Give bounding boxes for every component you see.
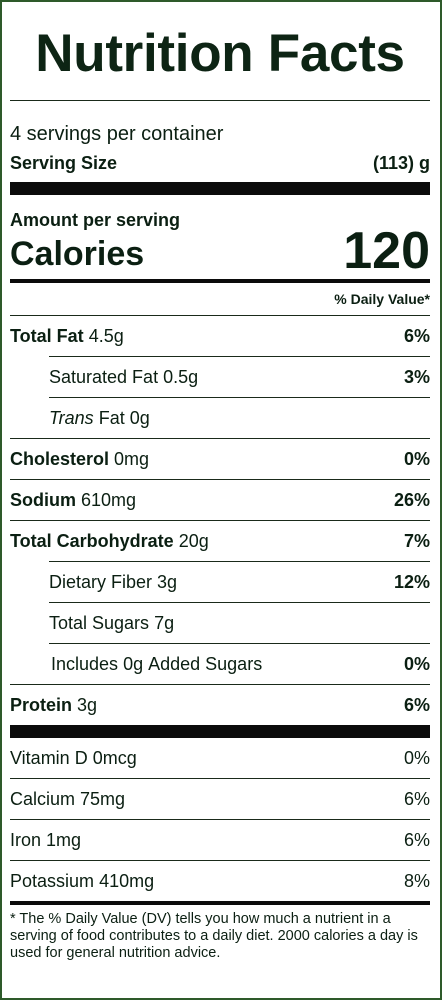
divider	[10, 860, 430, 861]
divider	[10, 520, 430, 521]
divider-thick	[10, 725, 430, 738]
vitamin-amount: 75mg	[80, 788, 126, 809]
divider-medium	[10, 279, 430, 283]
nutrient-row-sodium: Sodium 610mg 26%	[10, 480, 430, 520]
nutrient-row-saturated-fat: Saturated Fat 0.5g 3%	[10, 357, 430, 397]
nutrient-row-cholesterol: Cholesterol 0mg 0%	[10, 439, 430, 479]
nutrient-dv: 0%	[403, 653, 430, 674]
divider	[49, 397, 430, 398]
divider	[49, 602, 430, 603]
added-sugars-prefix: Includes	[51, 653, 119, 674]
nutrient-dv: 7%	[403, 530, 430, 551]
divider	[49, 561, 430, 562]
vitamin-name: Calcium	[10, 788, 76, 809]
nutrient-name: Dietary Fiber	[49, 571, 153, 592]
vitamin-name: Potassium	[10, 870, 95, 891]
daily-value-footnote: * The % Daily Value (DV) tells you how m…	[10, 911, 418, 961]
daily-value-header: % Daily Value*	[334, 291, 430, 307]
divider	[49, 643, 430, 644]
nutrient-amount: 0mg	[114, 448, 150, 469]
nutrient-row-total-fat: Total Fat 4.5g 6%	[10, 316, 430, 356]
amount-per-serving: Amount per serving	[10, 210, 181, 230]
nutrient-name: Total Carbohydrate	[10, 530, 174, 551]
nutrient-row-protein: Protein 3g 6%	[10, 685, 430, 725]
vitamin-dv: 6%	[403, 829, 430, 850]
nutrient-dv: 6%	[403, 325, 430, 346]
vitamin-name: Vitamin D	[10, 747, 88, 768]
nutrient-row-total-carbohydrate: Total Carbohydrate 20g 7%	[10, 521, 430, 561]
divider-thick	[10, 182, 430, 195]
nutrient-amount: 20g	[178, 530, 209, 551]
nutrient-row-trans-fat: Trans Fat 0g	[10, 398, 430, 438]
vitamin-row-vitamin-d: Vitamin D 0mcg 0%	[10, 738, 430, 778]
nutrient-amount: 7g	[154, 612, 175, 633]
nutrient-dv: 12%	[393, 571, 430, 592]
nutrient-amount: 0.5g	[163, 366, 199, 387]
nutrient-dv: 0%	[403, 448, 430, 469]
nutrient-name-italic: Trans	[49, 407, 94, 428]
divider	[10, 684, 430, 685]
nutrient-amount: 3g	[157, 571, 178, 592]
vitamin-row-iron: Iron 1mg 6%	[10, 820, 430, 860]
serving-size-value: (113) g	[372, 153, 430, 173]
calories-row: Calories 120	[10, 225, 430, 279]
serving-size-row: Serving Size (113) g	[10, 152, 430, 174]
nutrient-dv: 26%	[393, 489, 430, 510]
added-sugars-suffix: Added Sugars	[148, 653, 263, 674]
nutrient-name: Total Sugars	[49, 612, 150, 633]
divider	[10, 315, 430, 316]
divider	[49, 356, 430, 357]
nutrient-name: Protein	[10, 694, 73, 715]
servings-per-container: 4 servings per container	[10, 123, 224, 145]
serving-size-label: Serving Size	[10, 153, 118, 173]
nutrient-amount: 610mg	[81, 489, 137, 510]
nutrient-name: Sodium	[10, 489, 76, 510]
nutrient-amount: 3g	[77, 694, 98, 715]
nutrient-dv: 6%	[403, 694, 430, 715]
nutrient-name: Saturated Fat	[49, 366, 159, 387]
divider	[10, 819, 430, 820]
divider	[10, 100, 430, 101]
vitamin-amount: 0mcg	[92, 747, 137, 768]
vitamin-row-calcium: Calcium 75mg 6%	[10, 779, 430, 819]
nutrient-row-dietary-fiber: Dietary Fiber 3g 12%	[10, 562, 430, 602]
nutrient-amount: 4.5g	[88, 325, 124, 346]
vitamin-name: Iron	[10, 829, 42, 850]
divider	[10, 479, 430, 480]
nutrient-name: Cholesterol	[10, 448, 110, 469]
vitamin-dv: 8%	[403, 870, 430, 891]
divider-medium	[10, 901, 430, 905]
nutrient-amount: 0g	[123, 653, 144, 674]
divider	[10, 778, 430, 779]
calories-label: Calories	[10, 235, 145, 273]
vitamin-row-potassium: Potassium 410mg 8%	[10, 861, 430, 901]
vitamin-amount: 410mg	[99, 870, 155, 891]
calories-value: 120	[343, 222, 430, 280]
vitamin-amount: 1mg	[46, 829, 82, 850]
nutrient-name: Total Fat	[10, 325, 84, 346]
vitamin-dv: 0%	[403, 747, 430, 768]
divider	[10, 438, 430, 439]
nutrient-name: Fat	[98, 407, 125, 428]
nutrient-dv: 3%	[403, 366, 430, 387]
vitamin-dv: 6%	[403, 788, 430, 809]
nutrient-amount: 0g	[129, 407, 150, 428]
nutrient-row-total-sugars: Total Sugars 7g	[10, 603, 430, 643]
label-title: Nutrition Facts	[35, 24, 405, 83]
nutrient-row-added-sugars: Includes 0g Added Sugars 0%	[10, 644, 430, 684]
